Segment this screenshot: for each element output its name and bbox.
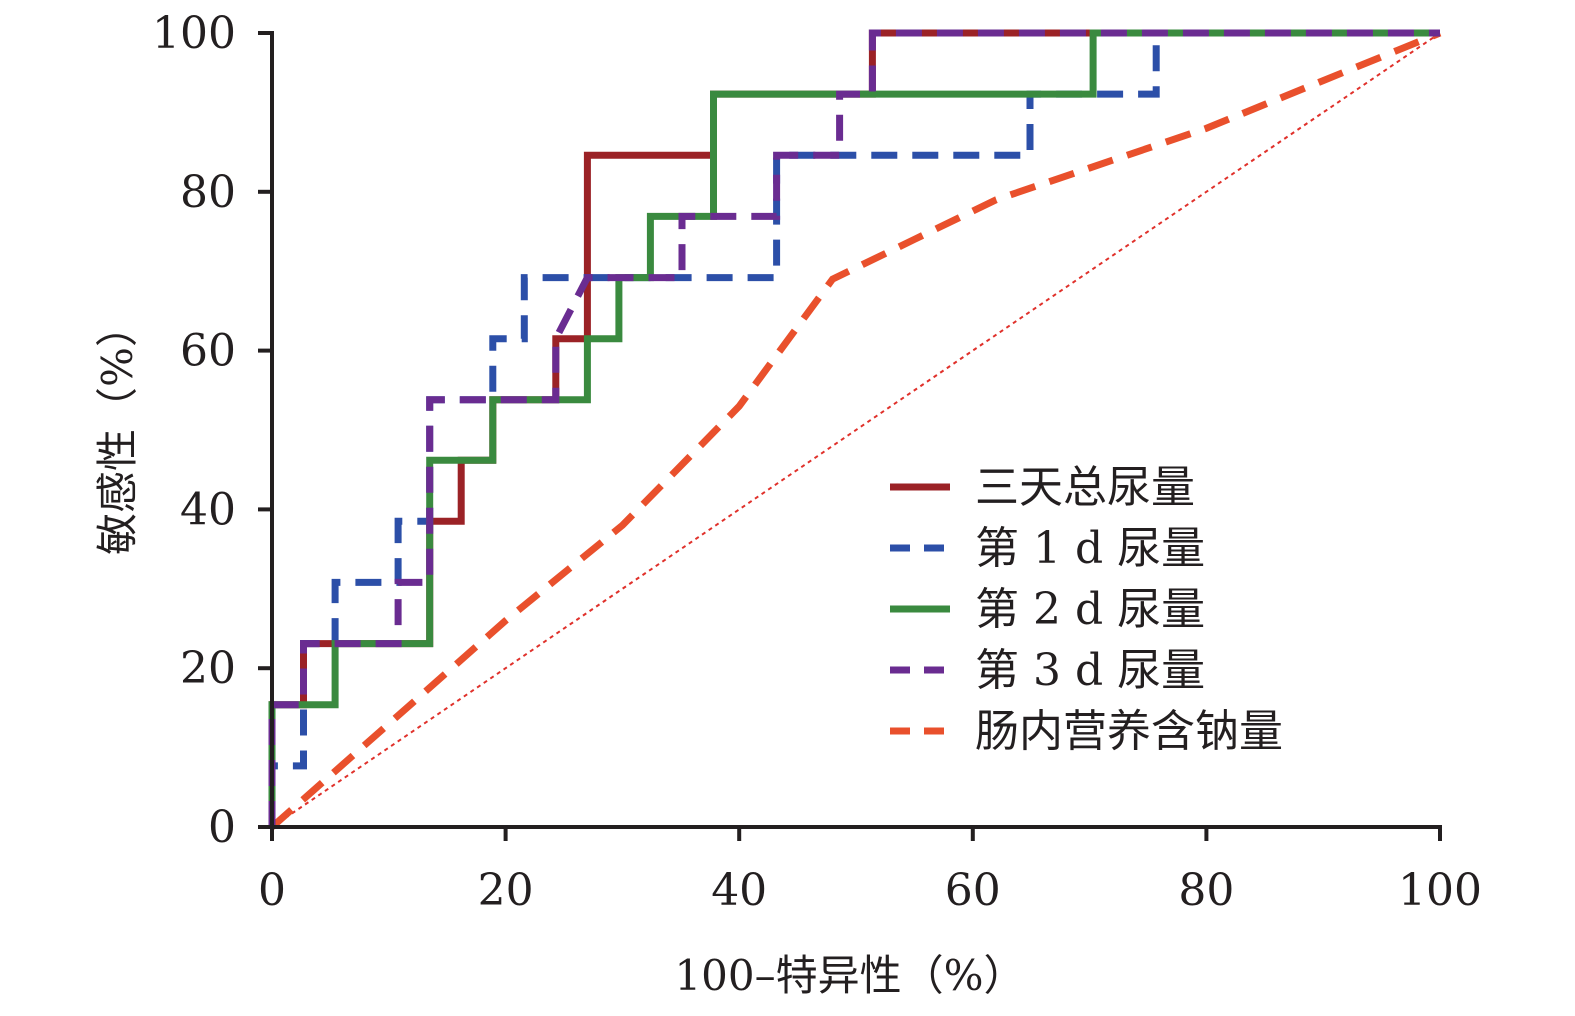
x-tick-label: 60 — [945, 865, 1001, 916]
x-tick-label: 0 — [258, 865, 286, 916]
y-tick-label: 0 — [208, 802, 236, 853]
y-tick-label: 40 — [180, 484, 236, 535]
legend-label-5: 肠内营养含钠量 — [975, 706, 1283, 757]
reference-diagonal-line — [271, 32, 1441, 828]
x-axis-title: 100–特异性（%） — [674, 951, 1025, 1000]
axes — [270, 31, 1442, 829]
x-tick-label: 40 — [711, 865, 767, 916]
legend-label-3: 第 2 d 尿量 — [975, 584, 1205, 635]
legend-label-1: 三天总尿量 — [975, 462, 1195, 513]
series-line-5 — [269, 29, 1442, 830]
y-tick-label: 20 — [180, 643, 236, 694]
plot-area — [268, 29, 1442, 830]
legend-label-2: 第 1 d 尿量 — [975, 523, 1205, 574]
legend-label-4: 第 3 d 尿量 — [975, 645, 1205, 696]
y-tick-label: 100 — [152, 8, 236, 59]
series-line-4 — [268, 29, 1440, 827]
y-tick-label: 60 — [180, 326, 236, 377]
x-tick-label: 100 — [1398, 865, 1482, 916]
x-tick-label: 80 — [1178, 865, 1234, 916]
y-axis-title: 敏感性（%） — [93, 305, 142, 555]
x-tick-label: 20 — [478, 865, 534, 916]
y-tick-label: 80 — [180, 167, 236, 218]
ticks: 0 20 40 60 80 100 0 20 40 60 80 100 — [152, 8, 1482, 916]
